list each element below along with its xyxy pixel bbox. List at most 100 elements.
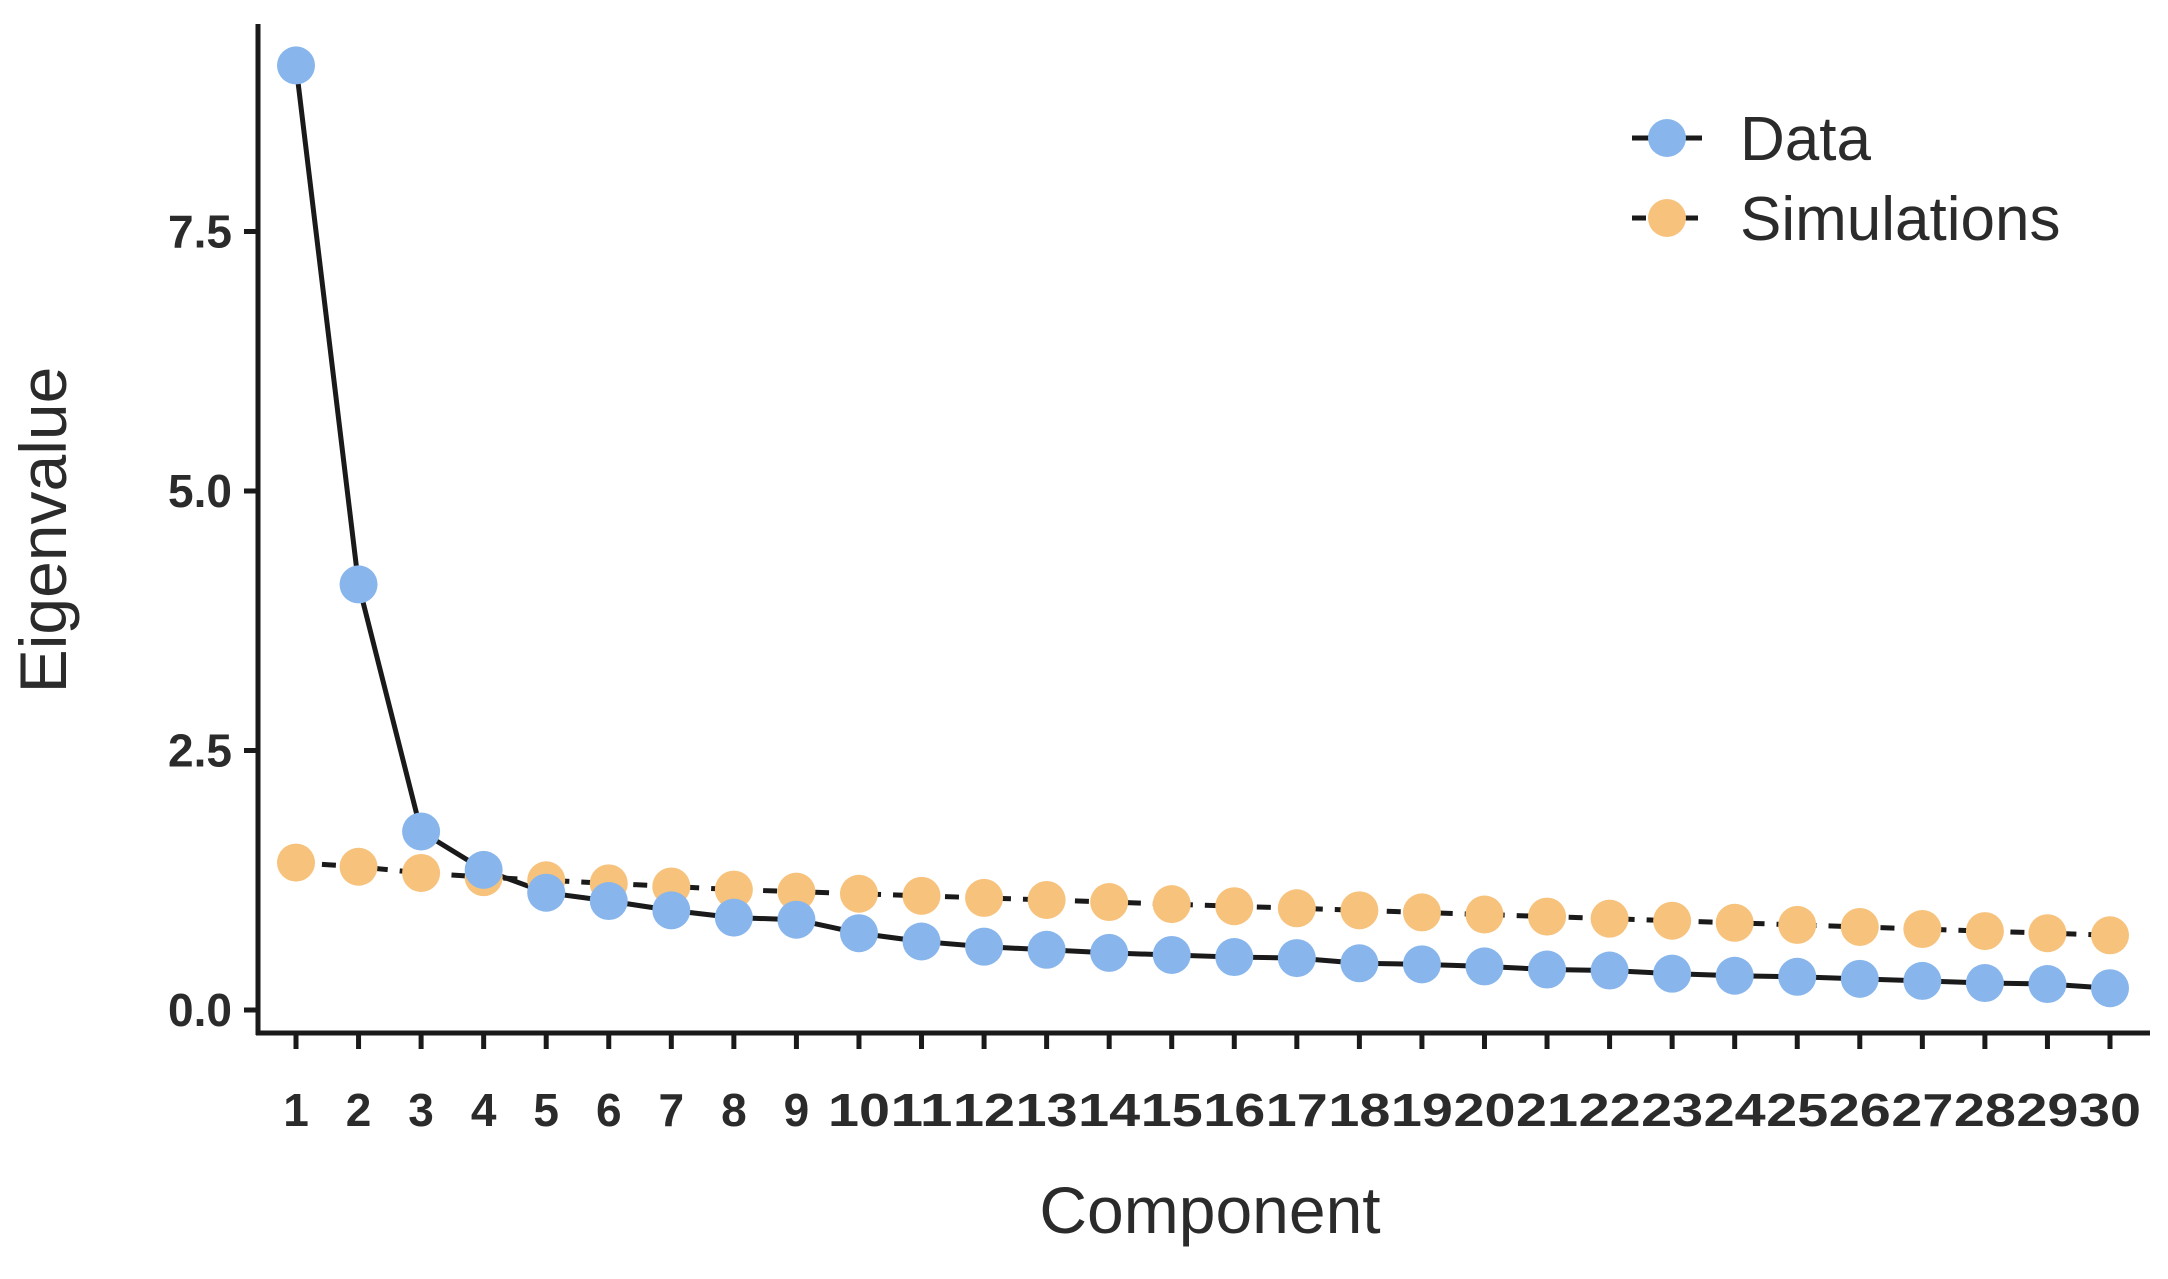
point-data: [527, 873, 566, 912]
point-simulations: [1840, 907, 1879, 946]
x-tick-label: 5: [533, 1084, 559, 1136]
point-data: [402, 812, 441, 851]
x-tick-label: 21: [1516, 1084, 1578, 1136]
x-tick-label: 18: [1328, 1084, 1390, 1136]
point-simulations: [1653, 901, 1692, 940]
point-data: [1215, 938, 1254, 977]
point-simulations: [1090, 883, 1129, 922]
x-tick-label: 1: [283, 1084, 309, 1136]
x-tick-label: 29: [2016, 1084, 2078, 1136]
x-tick-label: 27: [1891, 1084, 1953, 1136]
point-data: [277, 46, 315, 85]
x-tick-label: 15: [1141, 1084, 1203, 1136]
y-tick-label: 0.0: [168, 984, 232, 1036]
point-simulations: [1465, 895, 1504, 934]
point-data: [1715, 956, 1754, 995]
point-data: [777, 900, 816, 939]
x-tick-label: 25: [1766, 1084, 1828, 1136]
point-data: [902, 922, 941, 961]
legend-key-dot: [1648, 199, 1686, 237]
point-data: [714, 898, 753, 937]
series-layer: [277, 46, 2129, 1008]
point-simulations: [965, 878, 1004, 917]
point-simulations: [1965, 912, 2004, 951]
point-simulations: [1152, 885, 1191, 924]
y-tick-label: 7.5: [168, 206, 232, 258]
point-data: [1027, 930, 1066, 969]
point-simulations: [1528, 897, 1567, 936]
x-tick-label: 20: [1453, 1084, 1515, 1136]
x-tick-label: 3: [408, 1084, 434, 1136]
x-tick-label: 2: [346, 1084, 372, 1136]
point-simulations: [1340, 891, 1379, 930]
legend-item-simulations: Simulations: [1632, 185, 2060, 254]
x-tick-label: 8: [721, 1084, 747, 1136]
point-data: [2091, 969, 2129, 1008]
point-data: [464, 850, 503, 889]
point-data: [1590, 951, 1629, 990]
point-simulations: [1778, 905, 1817, 944]
point-data: [1778, 957, 1817, 996]
point-data: [1465, 947, 1504, 986]
y-axis-ticks: 0.0 2.5 5.0 7.5: [168, 206, 258, 1036]
x-tick-label: 23: [1641, 1084, 1703, 1136]
point-simulations: [2028, 914, 2067, 953]
x-tick-label: 24: [1704, 1084, 1766, 1136]
x-tick-label: 13: [1016, 1084, 1078, 1136]
x-tick-label: 14: [1078, 1084, 1140, 1136]
x-tick-label: 10: [828, 1084, 890, 1136]
point-simulations: [1027, 880, 1066, 919]
point-simulations: [402, 853, 441, 892]
x-tick-label: 16: [1203, 1084, 1265, 1136]
legend-key-dot: [1648, 119, 1686, 157]
point-data: [1903, 961, 1942, 1000]
legend-item-data: Data: [1632, 105, 1871, 174]
point-simulations: [277, 843, 315, 882]
x-tick-label: 9: [784, 1084, 810, 1136]
point-data: [1340, 944, 1379, 983]
x-tick-label: 22: [1579, 1084, 1641, 1136]
point-data: [1402, 945, 1441, 984]
x-tick-label: 19: [1391, 1084, 1453, 1136]
x-axis-title: Component: [1039, 1173, 1380, 1247]
legend-label-data: Data: [1740, 105, 1871, 174]
legend: Data Simulations: [1632, 105, 2060, 254]
point-data: [589, 882, 628, 921]
x-tick-label: 4: [471, 1084, 497, 1136]
x-tick-label: 30: [2079, 1084, 2141, 1136]
x-axis-ticks: 1 2 3 4 5 6 7 8 9 10 11 12 13 14 15 16 17 18 19 20 21 22 23 24 2…: [283, 1033, 2141, 1136]
x-tick-label: 6: [596, 1084, 622, 1136]
point-data: [965, 927, 1004, 966]
point-data: [1840, 959, 1879, 998]
point-simulations: [339, 847, 378, 886]
point-simulations: [1215, 887, 1254, 926]
point-simulations: [1590, 899, 1629, 938]
series-line-simulations: [295, 860, 2111, 938]
point-data: [1528, 950, 1567, 989]
point-simulations: [902, 876, 941, 915]
y-axis-title: Eigenvalue: [6, 367, 80, 694]
point-data: [1090, 933, 1129, 972]
point-data: [1965, 964, 2004, 1003]
point-simulations: [777, 872, 816, 911]
x-tick-label: 26: [1829, 1084, 1891, 1136]
point-simulations: [839, 874, 878, 913]
point-data: [839, 914, 878, 953]
point-simulations: [1715, 903, 1754, 942]
x-tick-label: 28: [1954, 1084, 2016, 1136]
axes: 0.02.55.07.5 1 2 3 4 5 6 7 8 9 10 11 12 13 14 15 16 17 18…: [168, 24, 2150, 1136]
point-data: [1152, 935, 1191, 974]
point-data: [339, 565, 378, 604]
y-tick-label: 5.0: [168, 465, 232, 517]
y-tick-label: 2.5: [168, 725, 232, 777]
point-data: [652, 891, 691, 930]
x-tick-label: 7: [659, 1084, 685, 1136]
x-tick-label: 12: [953, 1084, 1015, 1136]
x-tick-label: 11: [891, 1084, 953, 1136]
legend-label-simulations: Simulations: [1740, 185, 2060, 254]
point-simulations: [1277, 889, 1316, 928]
point-data: [1653, 954, 1692, 993]
point-data: [2028, 965, 2067, 1004]
x-tick-label: 17: [1266, 1084, 1328, 1136]
